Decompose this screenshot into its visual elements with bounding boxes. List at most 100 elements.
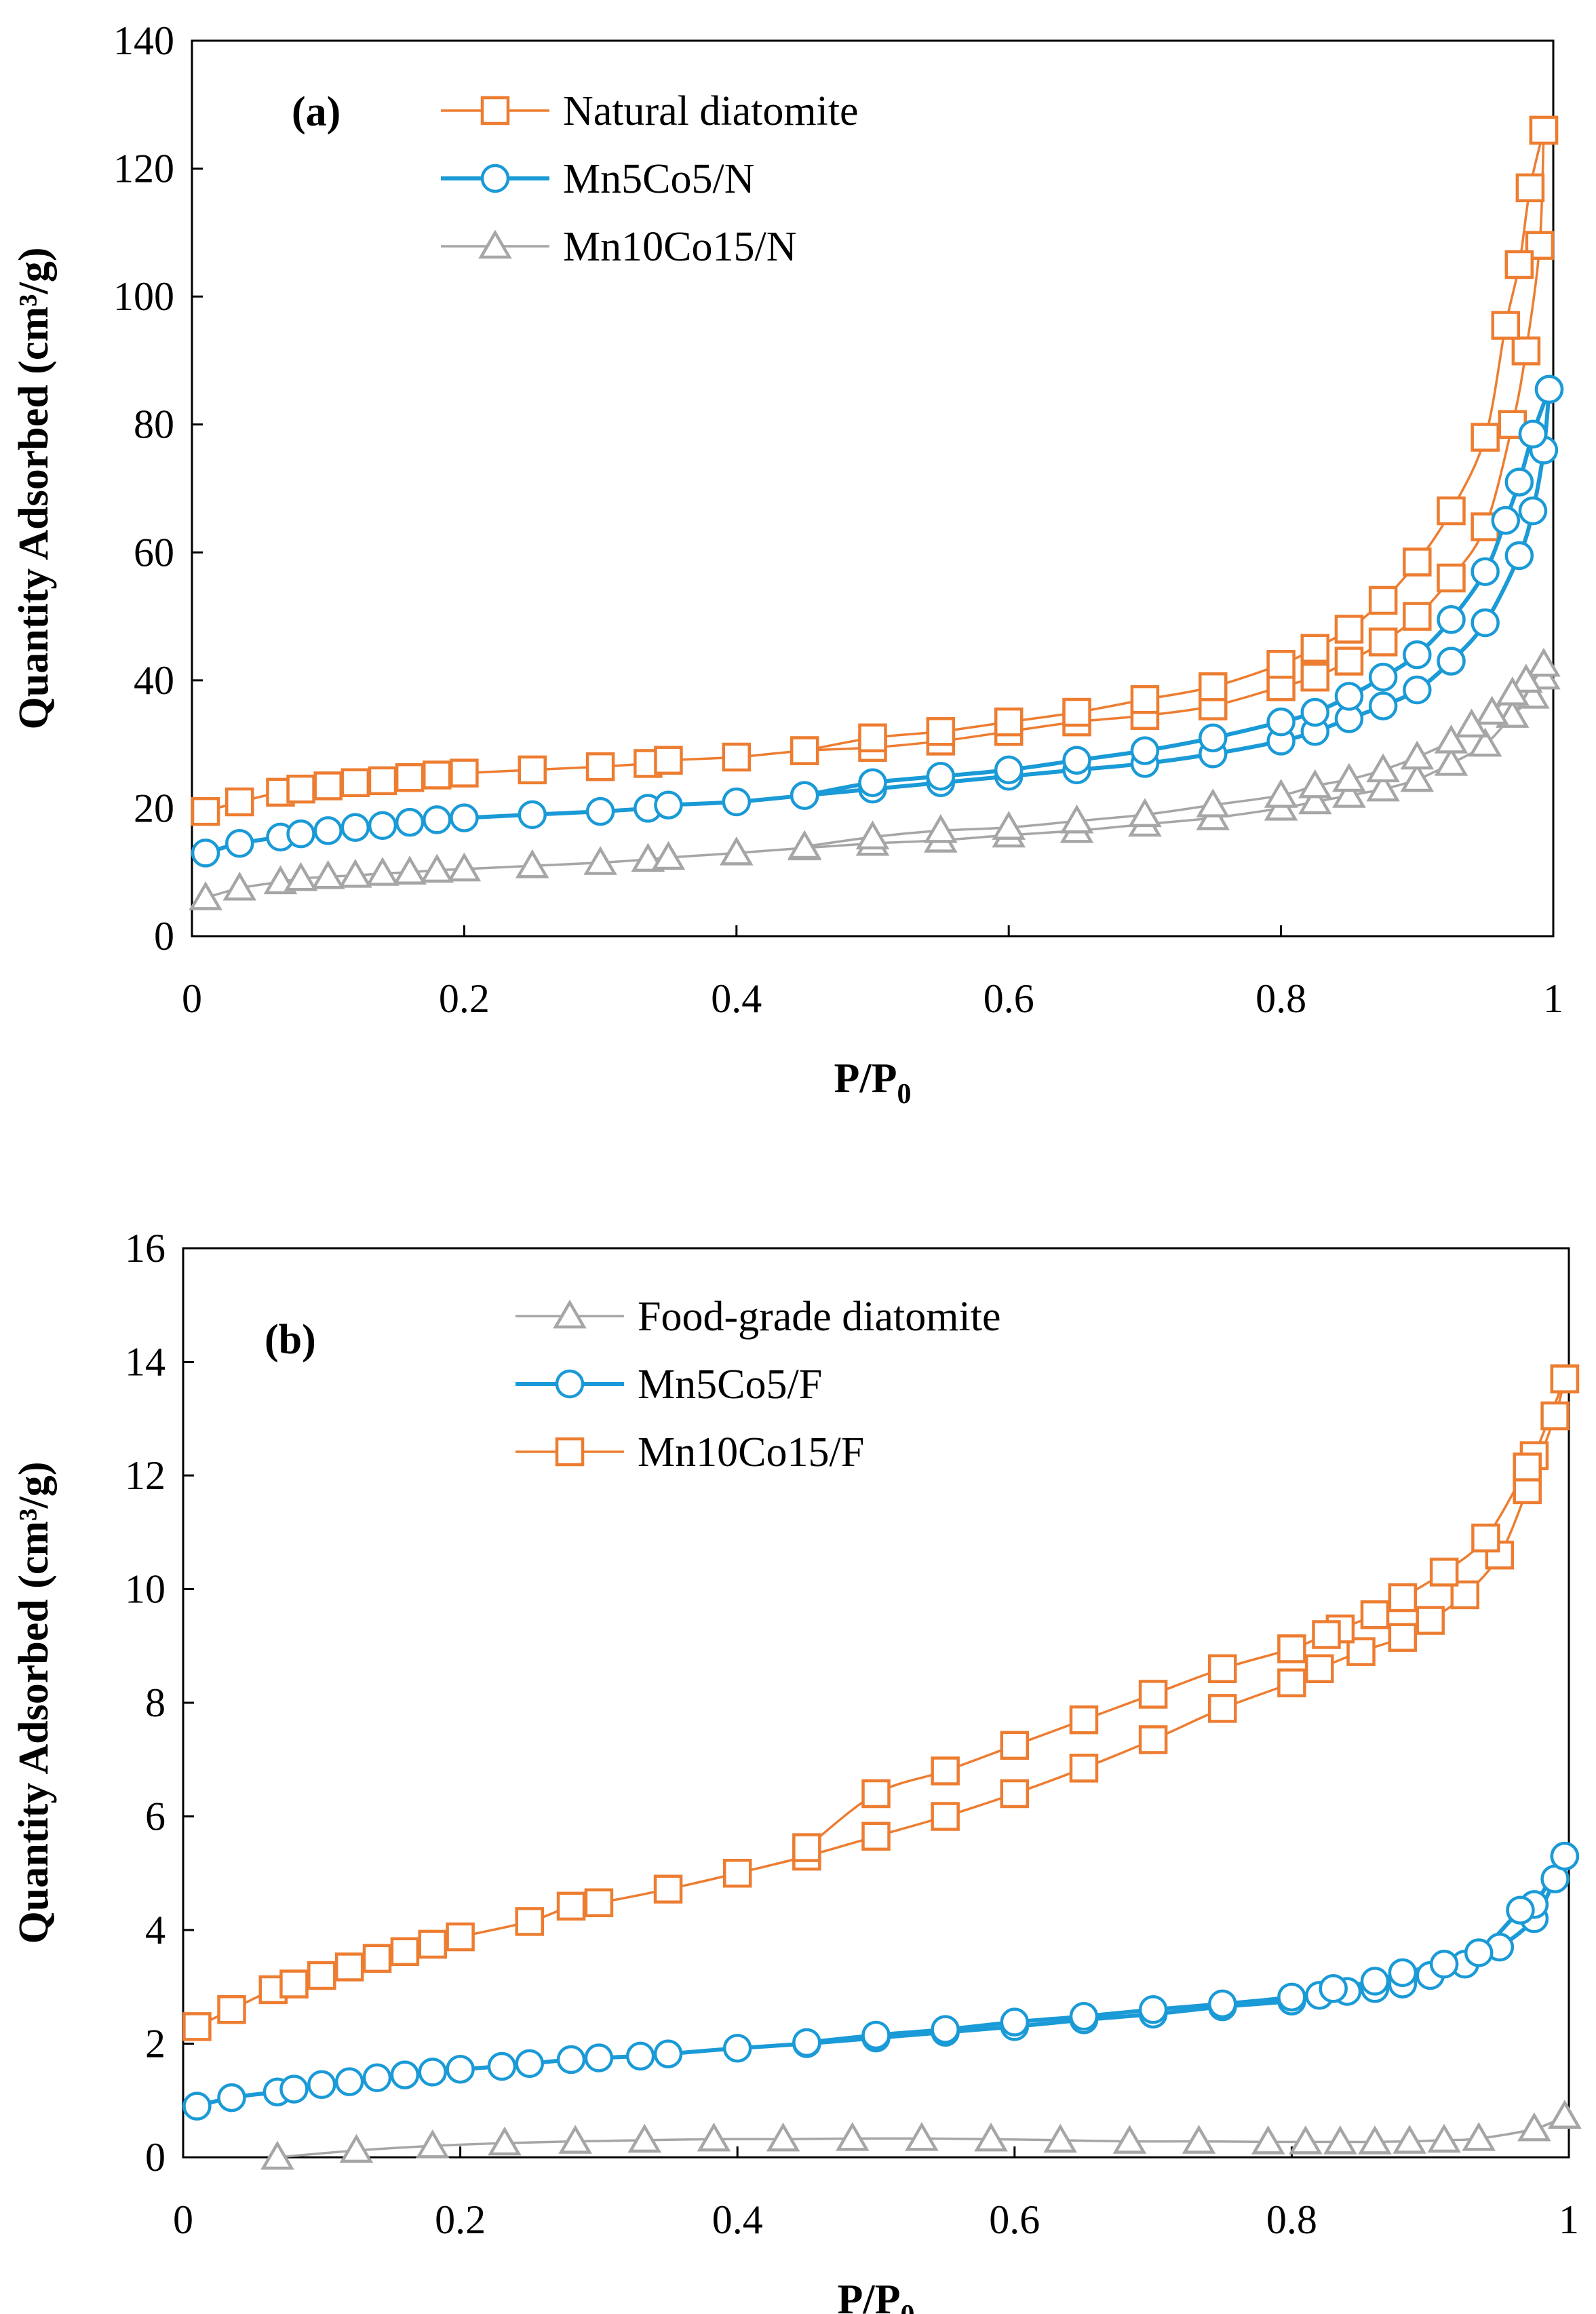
legend-label: Mn5Co5/N xyxy=(563,156,754,202)
data-point-adsorption xyxy=(338,859,372,888)
data-point-adsorption xyxy=(340,813,370,842)
data-point-desorption xyxy=(1062,697,1091,727)
data-point-adsorption xyxy=(583,846,617,875)
data-point-desorption xyxy=(1000,1731,1030,1760)
data-point-adsorption xyxy=(625,2041,655,2071)
data-point-adsorption xyxy=(284,862,318,891)
data-point-adsorption xyxy=(362,2063,392,2092)
data-point-adsorption xyxy=(556,2045,586,2075)
data-point-adsorption xyxy=(585,796,615,826)
data-point-adsorption xyxy=(191,796,220,826)
data-point-desorption xyxy=(1062,746,1091,775)
y-tick-label: 0 xyxy=(154,914,174,959)
data-point-adsorption xyxy=(1300,662,1330,692)
data-point-adsorption xyxy=(931,1802,960,1831)
x-axis-title-subscript: 0 xyxy=(900,2300,914,2314)
data-point-desorption xyxy=(1366,753,1400,783)
data-point-adsorption xyxy=(279,1969,309,1999)
series-mn10co15-n xyxy=(189,647,1561,910)
data-point-adsorption xyxy=(1468,727,1502,757)
legend-entry: Mn5Co5/N xyxy=(441,156,754,202)
data-point-adsorption xyxy=(518,755,547,785)
data-point-adsorption xyxy=(418,2058,447,2087)
y-tick-label: 120 xyxy=(113,147,174,191)
data-point-desorption xyxy=(1199,672,1228,701)
x-tick-label: 0.4 xyxy=(712,2197,763,2242)
data-point-desorption xyxy=(1509,663,1543,693)
data-point-adsorption xyxy=(515,2049,544,2079)
data-point-desorption xyxy=(1464,1938,1494,1967)
x-tick-label: 0.2 xyxy=(439,976,490,1021)
data-point-adsorption xyxy=(1393,2125,1426,2154)
data-point-desorption xyxy=(790,781,819,810)
data-point-adsorption xyxy=(1403,602,1432,631)
data-point-desorption xyxy=(1368,585,1398,615)
data-point-adsorption xyxy=(1517,2112,1551,2142)
data-point-desorption xyxy=(931,1756,960,1786)
data-point-adsorption xyxy=(558,2125,592,2154)
data-point-desorption xyxy=(1208,1654,1237,1683)
data-point-adsorption xyxy=(182,2012,212,2041)
data-point-adsorption xyxy=(225,787,254,817)
data-point-adsorption xyxy=(225,829,254,858)
data-point-desorption xyxy=(1138,1680,1168,1709)
legend-label: Natural diatomite xyxy=(563,88,859,134)
series-natural-diatomite xyxy=(191,115,1559,826)
data-point-desorption xyxy=(1069,1705,1099,1735)
y-tick-label: 8 xyxy=(145,1680,166,1725)
legend-label: Mn10Co15/N xyxy=(563,224,796,270)
data-point-desorption xyxy=(1277,1982,1306,2012)
legend-marker xyxy=(480,96,510,126)
data-point-adsorption xyxy=(311,860,345,889)
data-point-desorption xyxy=(1000,2007,1030,2037)
data-point-adsorption xyxy=(766,2122,800,2152)
data-point-adsorption xyxy=(279,2075,309,2104)
data-point-desorption xyxy=(1495,676,1530,706)
plot-frame xyxy=(191,39,1555,938)
data-point-desorption xyxy=(1550,1841,1580,1871)
data-point-adsorption xyxy=(1000,1779,1030,1809)
data-point-adsorption xyxy=(395,763,425,792)
series-mn5co5-f xyxy=(182,1841,1580,2121)
y-tick-label: 20 xyxy=(134,786,174,830)
panel-label: (a) xyxy=(292,89,340,135)
data-point-desorption xyxy=(1196,788,1230,817)
data-point-adsorption xyxy=(1403,675,1432,705)
data-point-adsorption xyxy=(1540,1401,1570,1431)
data-point-adsorption xyxy=(307,2070,336,2100)
panel-b: 024681012141600.20.40.60.81P/P0Quantity … xyxy=(11,1226,1582,2314)
data-point-desorption xyxy=(1471,423,1500,452)
legend-marker xyxy=(553,1299,587,1329)
data-point-desorption xyxy=(787,830,821,860)
data-point-adsorption xyxy=(1251,2125,1285,2155)
legend-entry: Mn10Co15/N xyxy=(441,224,796,270)
legend-entry: Mn10Co15/F xyxy=(515,1429,864,1476)
legend-marker xyxy=(555,1437,585,1467)
data-point-desorption xyxy=(1199,723,1228,752)
data-point-desorption xyxy=(1434,725,1468,754)
x-tick-label: 0.8 xyxy=(1266,2197,1317,2242)
data-point-adsorption xyxy=(339,2134,374,2163)
data-point-desorption xyxy=(1400,740,1435,770)
data-point-desorption xyxy=(926,762,956,791)
data-point-desorption xyxy=(1491,505,1521,535)
data-point-adsorption xyxy=(1112,2125,1147,2154)
data-point-adsorption xyxy=(1511,336,1541,366)
data-point-desorption xyxy=(1360,1600,1390,1630)
y-tick-label: 4 xyxy=(145,1908,166,1952)
data-point-desorption xyxy=(1388,1958,1418,1988)
data-point-desorption xyxy=(926,717,956,746)
data-point-adsorption xyxy=(286,819,315,849)
data-point-adsorption xyxy=(189,881,222,910)
data-point-adsorption xyxy=(487,2051,517,2081)
data-point-adsorption xyxy=(1182,2125,1216,2154)
data-point-adsorption xyxy=(340,768,370,797)
data-point-desorption xyxy=(1506,1895,1535,1925)
y-tick-label: 14 xyxy=(125,1340,166,1385)
legend-entry: Food-grade diatomite xyxy=(515,1294,1000,1340)
data-point-desorption xyxy=(924,814,958,843)
data-point-adsorption xyxy=(1462,2121,1496,2151)
data-point-adsorption xyxy=(1504,541,1534,571)
data-point-desorption xyxy=(1138,1995,1168,2024)
